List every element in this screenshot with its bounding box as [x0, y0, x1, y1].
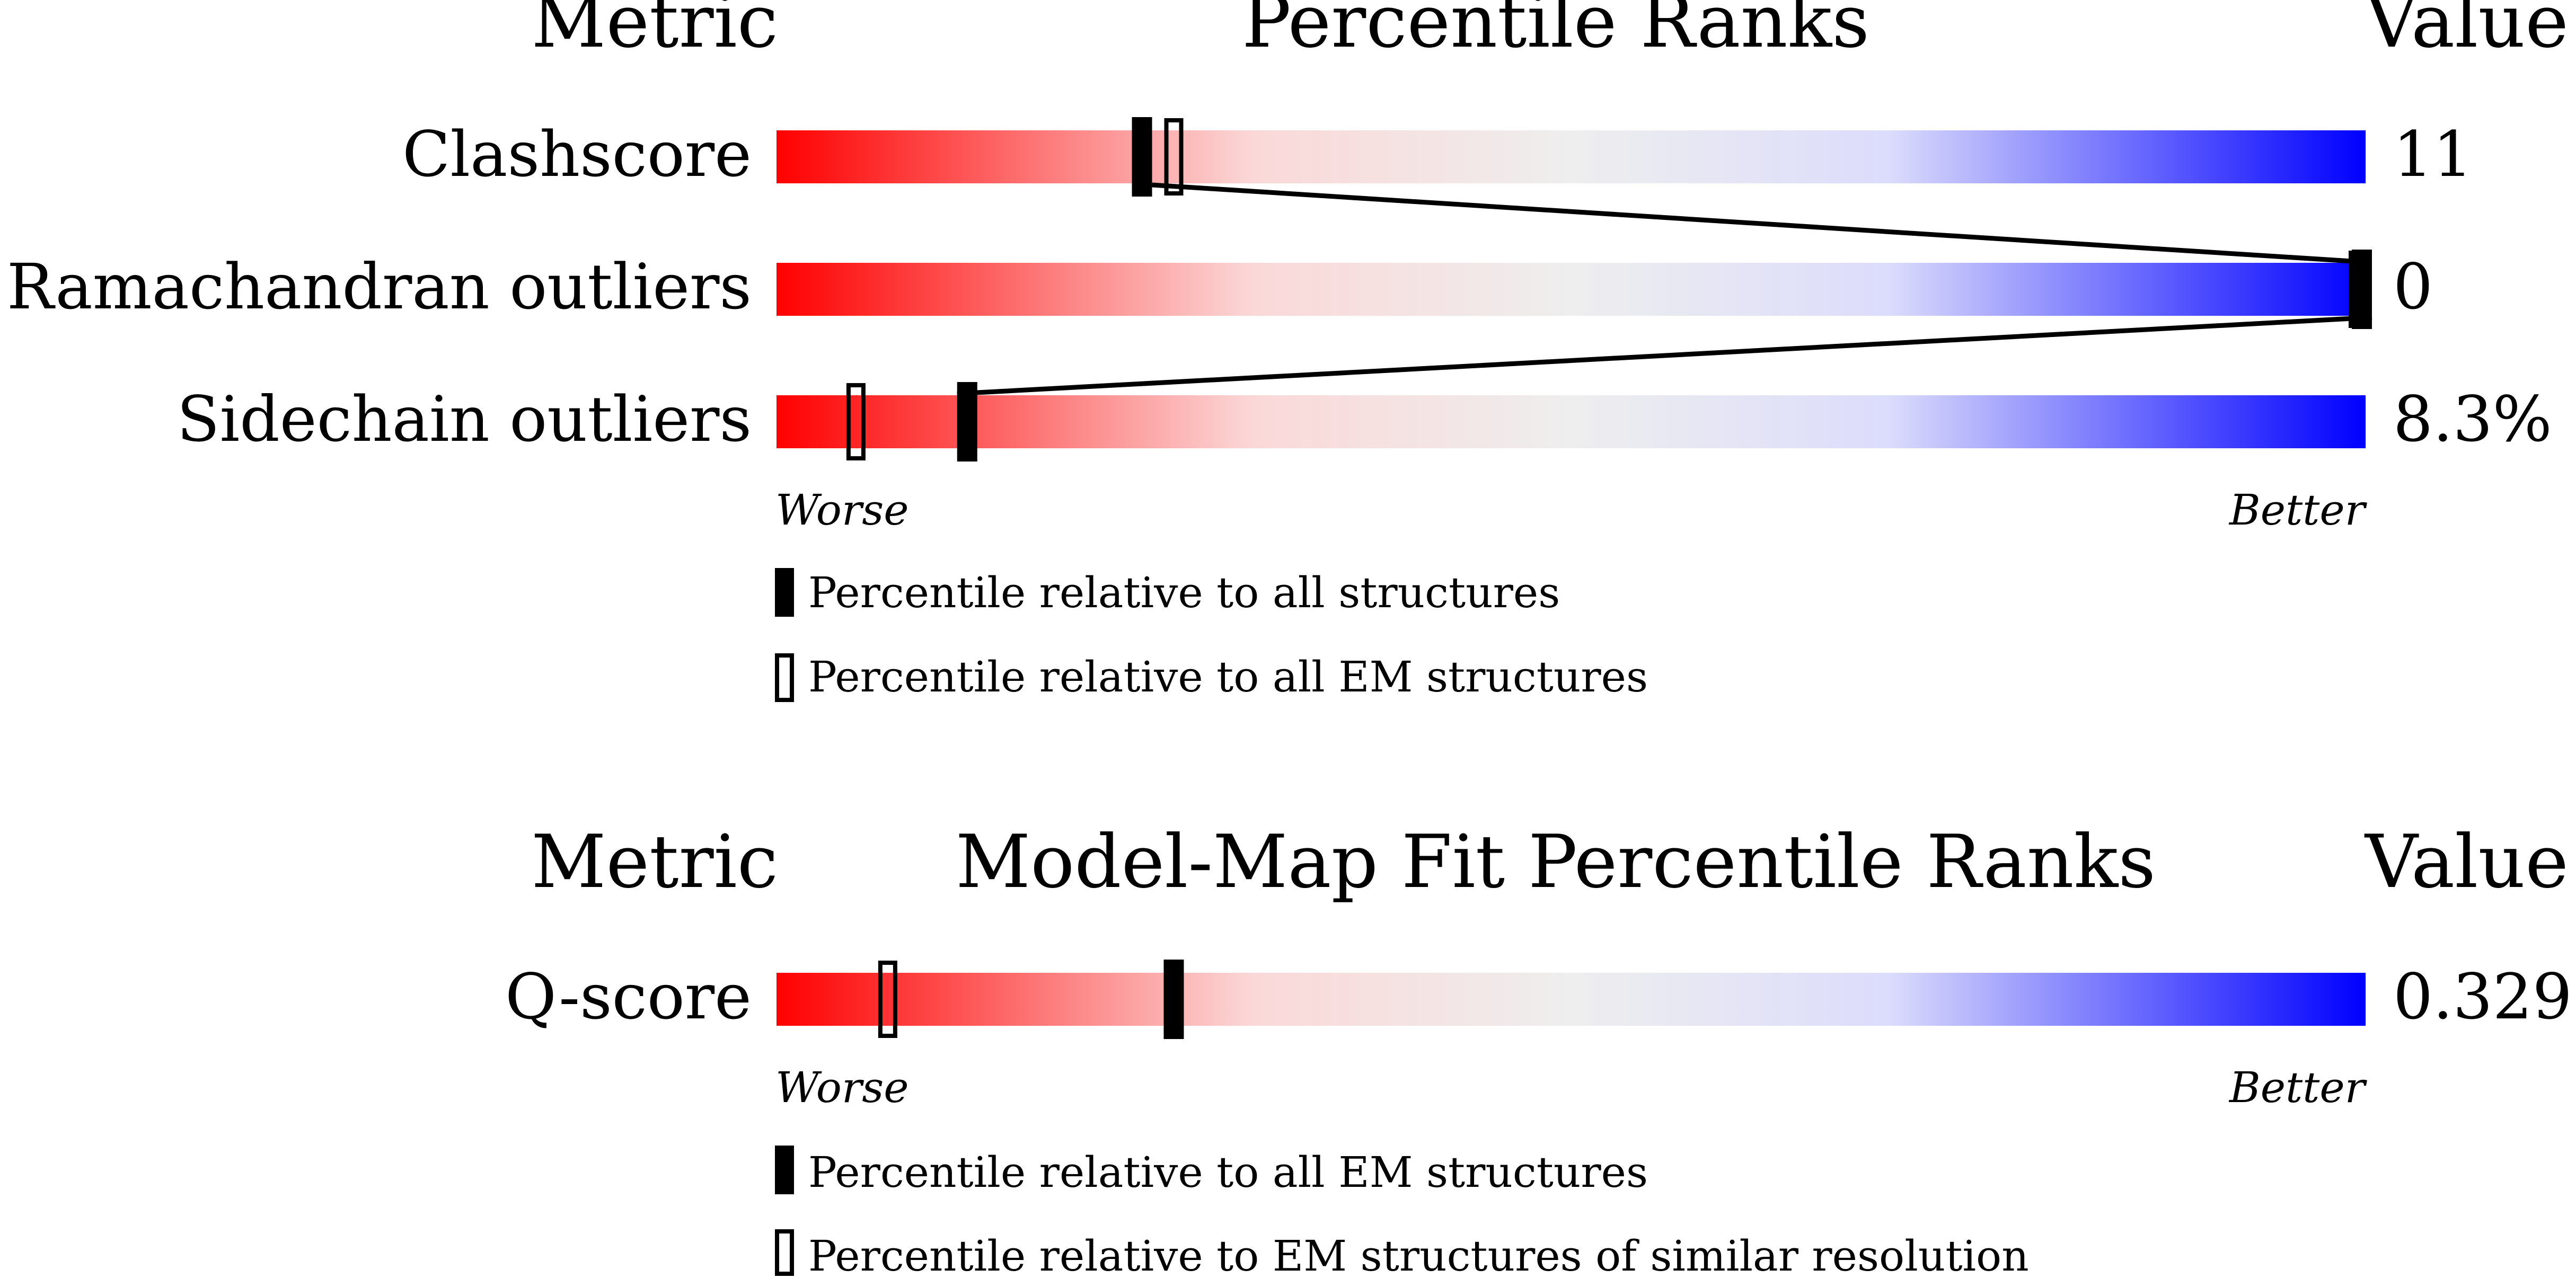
worse-label: Worse	[775, 485, 909, 535]
metric-label: Clashscore	[402, 118, 752, 191]
metric-row: Ramachandran outliers 0	[7, 250, 2433, 329]
header-value: Value	[2364, 0, 2569, 64]
legend-open-marker-icon	[775, 1229, 794, 1276]
header-metric: Metric	[531, 819, 778, 904]
legend-filled-marker-icon	[775, 1146, 794, 1194]
percentile-gradient-bar	[777, 395, 2366, 448]
header-title: Percentile Ranks	[1242, 0, 1869, 64]
legend-open-label: Percentile relative to EM structures of …	[808, 1231, 2029, 1278]
metric-rows: Clashscore 11 Ramachandran outliers 0 Sidech…	[7, 117, 2552, 462]
header-title: Model-Map Fit Percentile Ranks	[956, 819, 2156, 904]
metric-value: 8.3%	[2393, 383, 2552, 456]
percentile-open-marker	[1164, 118, 1184, 196]
percentile-gradient-bar	[777, 263, 2366, 316]
legend-filled-label: Percentile relative to all structures	[808, 568, 1560, 617]
percentile-filled-marker	[1132, 117, 1152, 197]
legend-filled-label: Percentile relative to all EM structures	[808, 1148, 1648, 1197]
percentile-connector-line	[1152, 182, 2352, 264]
percentile-gradient-bar	[777, 130, 2366, 183]
percentile-filled-marker	[1163, 960, 1184, 1039]
metric-rows: Q-score 0.329	[505, 960, 2572, 1039]
metric-label: Q-score	[505, 960, 752, 1033]
metric-label: Ramachandran outliers	[7, 250, 752, 323]
metric-row: Clashscore 11	[402, 117, 2473, 197]
percentile-connector-line	[957, 315, 2372, 396]
percentile-connector	[957, 182, 2372, 396]
legend-open-marker-icon	[775, 653, 794, 702]
metric-label: Sidechain outliers	[177, 383, 752, 456]
better-label: Better	[2228, 1063, 2368, 1112]
header-metric: Metric	[531, 0, 778, 64]
percentile-open-marker	[846, 383, 866, 460]
legend-filled-marker-icon	[775, 568, 794, 617]
header-value: Value	[2364, 819, 2569, 904]
percentile-gradient-bar	[777, 973, 2366, 1026]
worse-label: Worse	[775, 1063, 909, 1112]
metric-row: Sidechain outliers 8.3%	[177, 382, 2552, 462]
metric-row: Q-score 0.329	[505, 960, 2572, 1039]
better-label: Better	[2228, 485, 2368, 535]
metric-value: 0	[2393, 250, 2433, 323]
legend-open-label: Percentile relative to all EM structures	[808, 652, 1648, 702]
metric-value: 0.329	[2393, 960, 2572, 1033]
metric-value: 11	[2393, 118, 2473, 191]
percentile-open-marker	[878, 961, 897, 1038]
